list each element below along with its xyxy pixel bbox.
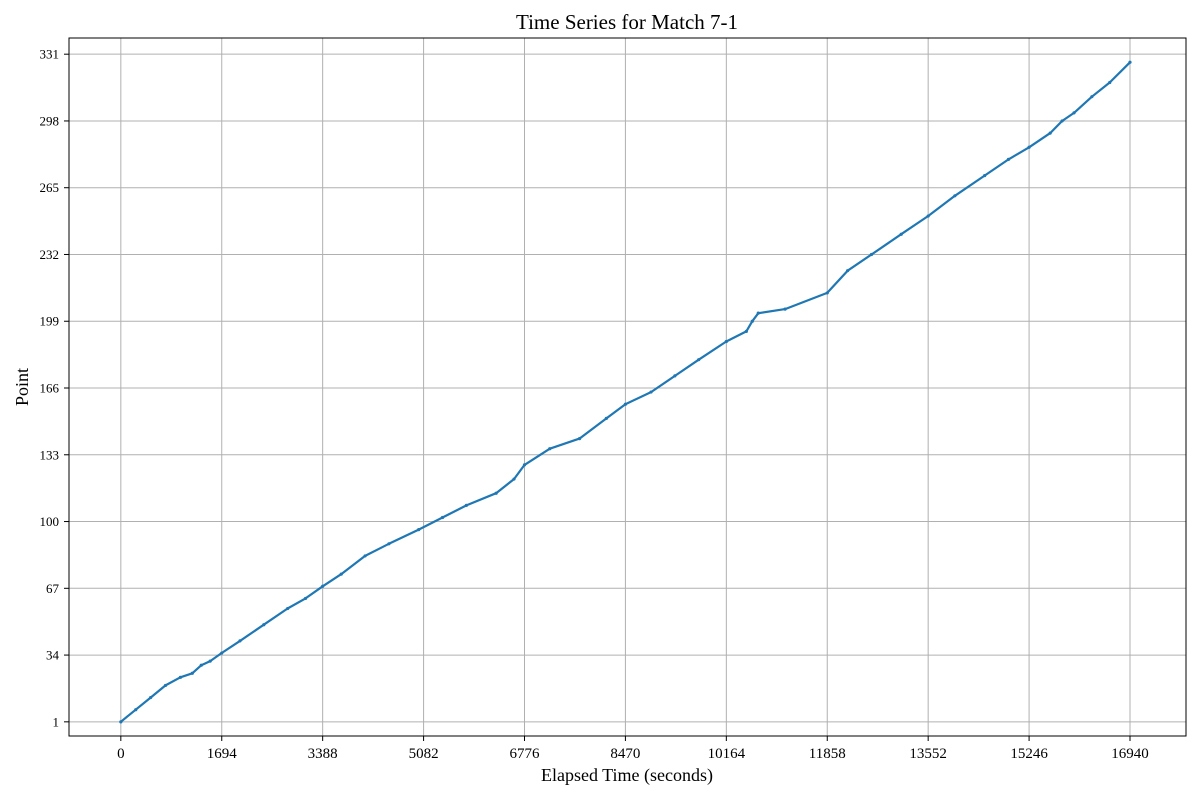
data-point (1048, 131, 1052, 135)
x-tick-label: 0 (117, 746, 125, 762)
ticks: 0 1694 3388 5082 6776 8470 10164 11858 13552 1524… (40, 47, 1149, 762)
series-layer (119, 60, 1132, 724)
data-point (899, 232, 903, 236)
data-point (623, 402, 628, 406)
data-point (339, 572, 343, 576)
data-point (1128, 60, 1132, 64)
data-point (846, 269, 850, 273)
y-tick-label: 265 (40, 180, 60, 195)
data-point (440, 515, 445, 520)
x-tick-label: 15246 (1010, 746, 1048, 762)
x-tick-label: 3388 (308, 746, 338, 762)
data-point (494, 491, 498, 495)
data-point (238, 639, 242, 643)
data-point (750, 319, 754, 323)
data-point (783, 307, 787, 311)
x-tick-label: 1694 (207, 746, 238, 762)
data-point (1108, 80, 1112, 85)
grid (69, 38, 1186, 736)
data-point (673, 374, 677, 378)
data-point (604, 416, 608, 420)
y-tick-label: 1 (53, 714, 60, 729)
data-point (387, 542, 391, 546)
series-line (119, 61, 1132, 723)
data-point (744, 329, 748, 333)
data-point (163, 683, 168, 688)
data-point (724, 339, 728, 344)
data-point (869, 252, 874, 257)
x-tick-label: 8470 (610, 746, 640, 762)
data-point (953, 194, 957, 198)
data-point (577, 436, 582, 441)
y-tick-label: 298 (40, 113, 60, 128)
data-point (649, 390, 653, 394)
data-point (756, 311, 760, 315)
x-tick-label: 13552 (909, 746, 947, 762)
x-tick-label: 11858 (809, 746, 846, 762)
y-tick-label: 232 (40, 247, 60, 262)
y-tick-label: 133 (40, 447, 60, 462)
data-point (548, 447, 552, 451)
data-point (262, 623, 266, 627)
data-point (1027, 145, 1031, 149)
data-point (363, 554, 367, 558)
x-tick-label: 16940 (1111, 746, 1149, 762)
y-tick-label: 166 (40, 381, 60, 396)
data-point (119, 720, 123, 724)
y-tick-label: 67 (46, 581, 60, 596)
y-tick-label: 100 (40, 514, 60, 529)
data-point (417, 528, 421, 532)
data-point (199, 663, 203, 667)
data-point (522, 463, 527, 467)
data-point (464, 503, 468, 507)
data-point (697, 358, 701, 362)
data-point (926, 214, 930, 218)
y-axis-label: Point (12, 368, 32, 406)
data-point (178, 675, 183, 679)
x-tick-label: 5082 (409, 746, 439, 762)
data-point (321, 584, 325, 588)
data-point (286, 606, 290, 611)
data-point (134, 708, 138, 712)
data-point (220, 651, 224, 655)
y-tick-label: 34 (46, 648, 60, 663)
data-point (983, 173, 987, 178)
data-point (1072, 111, 1076, 115)
x-tick-label: 10164 (708, 746, 746, 762)
data-point (208, 659, 212, 663)
data-point (1006, 157, 1011, 161)
data-point (149, 695, 153, 700)
data-point (303, 596, 308, 601)
data-point (825, 291, 829, 295)
chart-title: Time Series for Match 7-1 (516, 10, 738, 34)
data-point (512, 477, 516, 481)
data-point (1090, 95, 1094, 99)
data-point (190, 671, 194, 675)
x-axis-label: Elapsed Time (seconds) (541, 765, 713, 786)
plot-frame (68, 37, 1187, 737)
x-tick-label: 6776 (509, 746, 540, 762)
data-point (1060, 119, 1064, 123)
y-tick-label: 199 (40, 314, 60, 329)
y-tick-label: 331 (40, 47, 60, 62)
